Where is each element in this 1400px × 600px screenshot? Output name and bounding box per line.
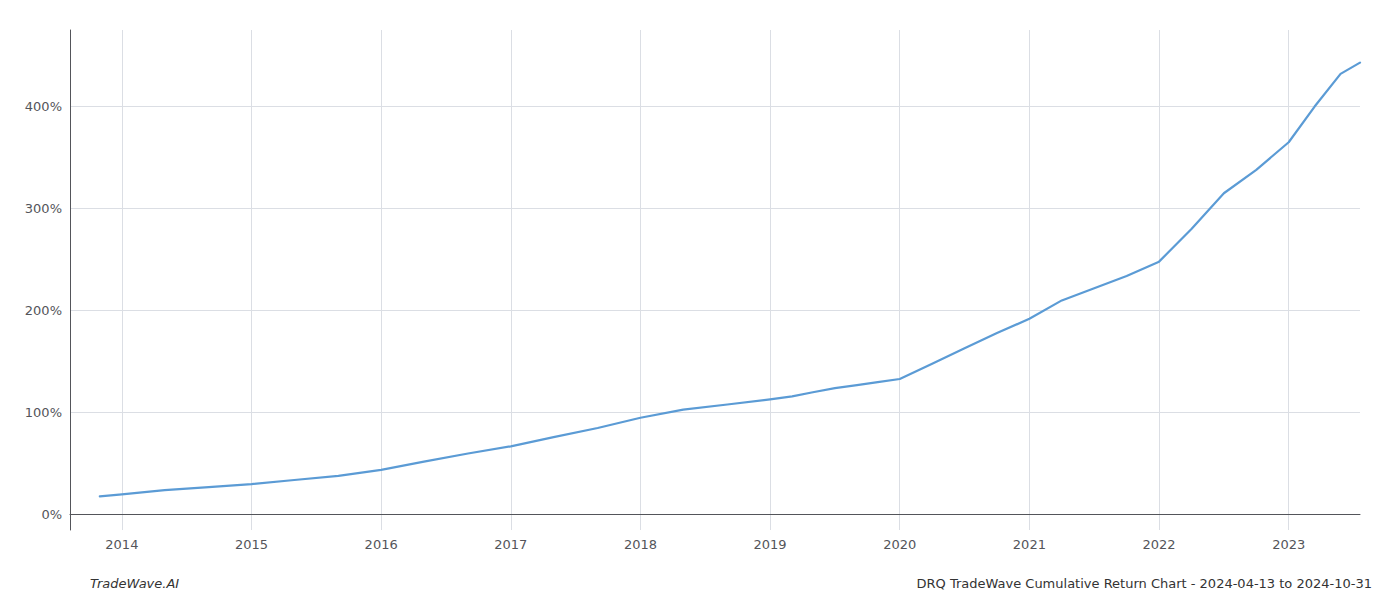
svg-text:200%: 200% [25,303,62,318]
svg-text:300%: 300% [25,201,62,216]
svg-text:0%: 0% [41,507,62,522]
svg-text:2014: 2014 [105,537,138,552]
svg-text:2018: 2018 [624,537,657,552]
svg-text:2021: 2021 [1013,537,1046,552]
svg-text:TradeWave.AI: TradeWave.AI [90,576,179,591]
svg-text:2016: 2016 [365,537,398,552]
svg-text:2020: 2020 [883,537,916,552]
svg-text:400%: 400% [25,99,62,114]
svg-text:2017: 2017 [494,537,527,552]
svg-text:2015: 2015 [235,537,268,552]
svg-text:2022: 2022 [1142,537,1175,552]
svg-text:2019: 2019 [754,537,787,552]
svg-text:100%: 100% [25,405,62,420]
svg-text:2023: 2023 [1272,537,1305,552]
svg-text:DRQ TradeWave Cumulative Retur: DRQ TradeWave Cumulative Return Chart - … [916,576,1372,591]
